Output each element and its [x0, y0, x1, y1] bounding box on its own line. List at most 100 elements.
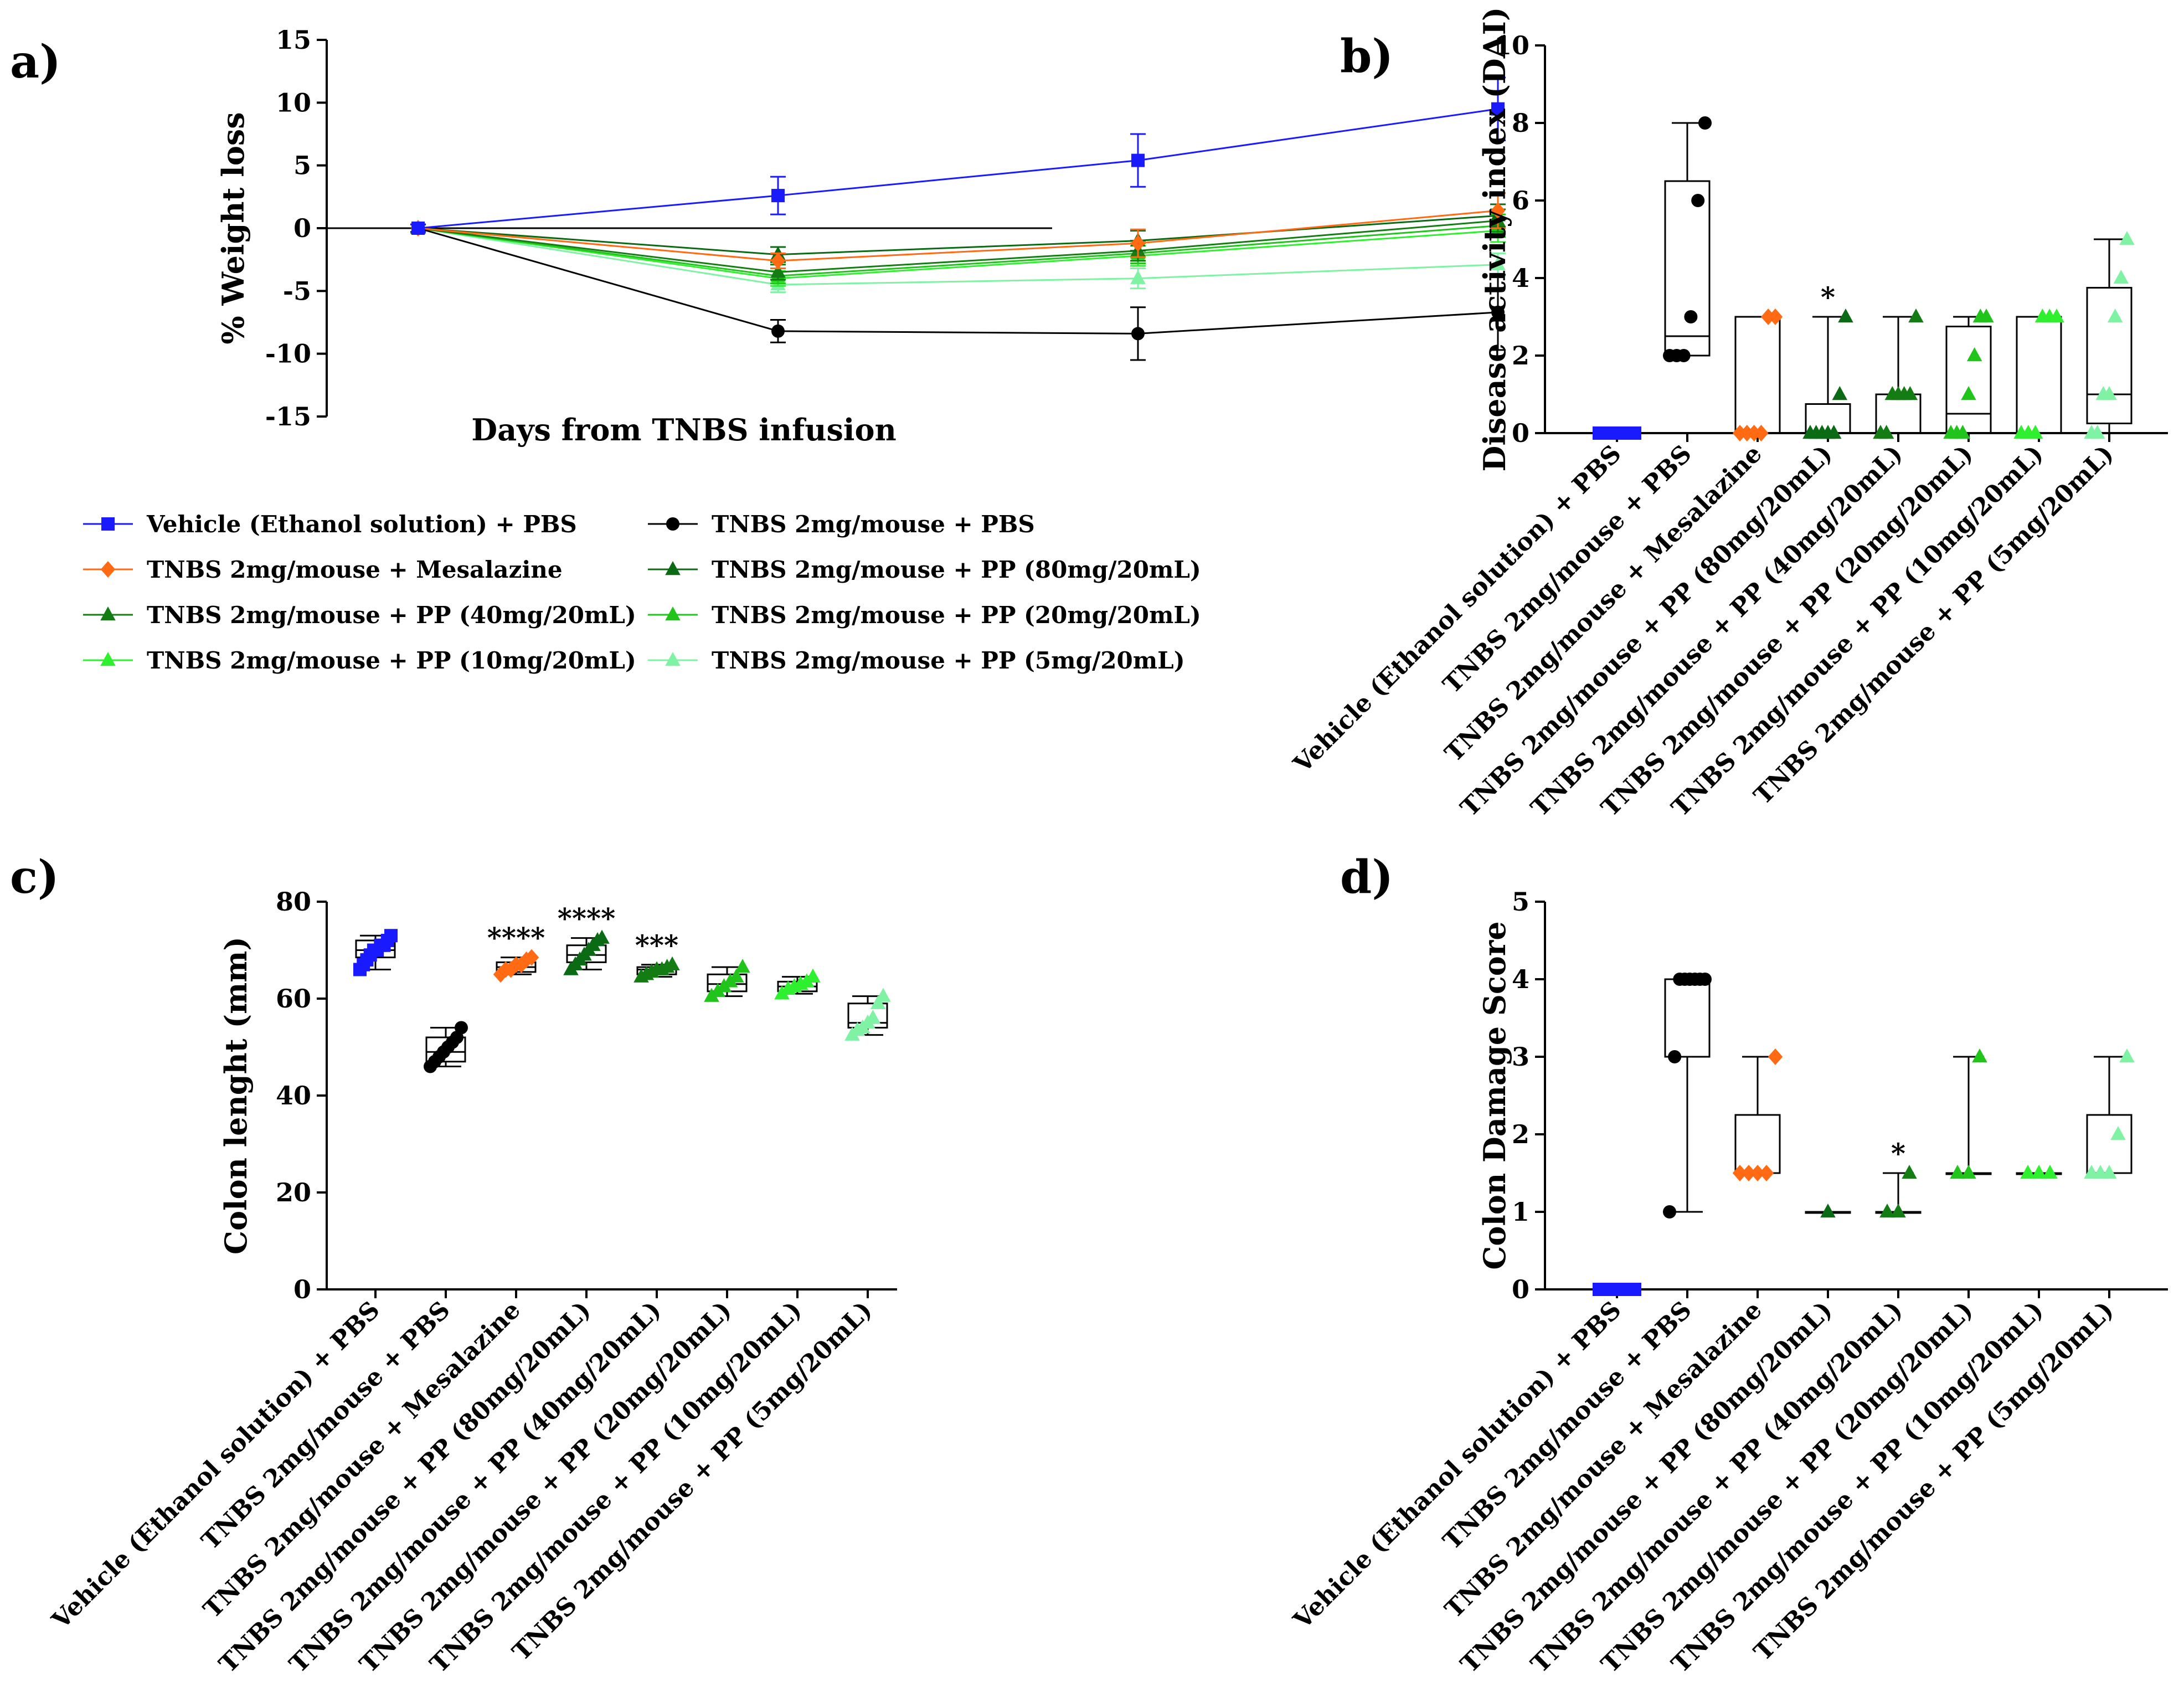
panel-c-colon-length-chart: c) 0 20 40 60 80 Colon lenght (mm) Vehicle (Eth…: [10, 851, 897, 1678]
y-tick-label: 80: [276, 887, 311, 917]
y-axis-title: Colon lenght (mm): [218, 937, 254, 1254]
legend-label: TNBS 2mg/mouse + Mesalazine: [147, 556, 563, 583]
box-point: [1754, 425, 1769, 441]
box-point: [729, 968, 744, 983]
box-point: [2027, 425, 2043, 439]
data-point: [1131, 153, 1145, 167]
box-point: [1820, 1204, 1836, 1218]
legend-label: TNBS 2mg/mouse + PP (80mg/20mL): [712, 556, 1201, 583]
x-axis-title-a: Days from TNBS infusion: [471, 412, 896, 448]
box-point: [1961, 1165, 1976, 1179]
box-iqr: [1664, 978, 1711, 1058]
series-line-5: [418, 224, 1498, 277]
data-point: [1130, 235, 1146, 252]
box-point: [2107, 309, 2123, 323]
significance-label: ****: [558, 902, 616, 935]
category-label: Vehicle (Ethanol solution) + PBS: [1288, 1296, 1627, 1635]
y-tick-label: 5: [1512, 887, 1529, 917]
data-point: [1131, 327, 1145, 341]
box-iqr: [566, 944, 607, 963]
significance-label: *: [1821, 281, 1835, 313]
box-iqr: [1664, 180, 1711, 357]
y-tick-label-a: 5: [293, 151, 311, 181]
significance-label: *: [1891, 1137, 1905, 1170]
box-point: [865, 1010, 881, 1024]
box-point: [1677, 349, 1691, 362]
box-point: [1972, 1048, 1987, 1063]
box-point: [1663, 1205, 1676, 1218]
y-axis-title-a: % Weight loss: [215, 112, 251, 344]
box-point: [1961, 386, 1976, 400]
box-point: [1684, 310, 1698, 323]
panel-a-legend: Vehicle (Ethanol solution) + PBS TNBS 2mg…: [83, 511, 1201, 674]
legend-label: Vehicle (Ethanol solution) + PBS: [146, 511, 577, 538]
legend-label: TNBS 2mg/mouse + PP (40mg/20mL): [147, 601, 636, 629]
panel-label: c): [10, 851, 59, 904]
box-point: [1698, 973, 1712, 986]
significance-label: ****: [487, 922, 545, 954]
box-iqr: [425, 1036, 466, 1063]
y-tick-label-a: 0: [293, 213, 311, 243]
y-tick-label-a: 10: [276, 88, 311, 117]
box-point: [1908, 309, 1924, 323]
y-tick-label: 10: [1494, 30, 1529, 60]
series-line-0: [418, 108, 1498, 229]
y-tick-label: 0: [293, 1274, 311, 1304]
box-point: [1879, 1204, 1895, 1218]
y-tick-label-a: -15: [265, 402, 311, 431]
box-point: [870, 995, 886, 1009]
y-tick-label: 4: [1512, 263, 1529, 293]
legend-marker: [665, 561, 681, 575]
box-point: [1768, 309, 1783, 325]
box-point: [1732, 1165, 1748, 1181]
series-line-6: [418, 227, 1498, 280]
legend-marker: [100, 652, 116, 666]
box-iqr: [1945, 326, 1992, 434]
series-line-2: [418, 209, 1498, 262]
y-axis-title: Disease activity index (DAI): [1477, 7, 1512, 472]
box-point: [1741, 1165, 1757, 1181]
box-point: [1979, 309, 1994, 323]
box-point: [2020, 1165, 2036, 1179]
box-point: [1768, 1048, 1783, 1065]
box-point: [1691, 194, 1705, 207]
legend-marker: [665, 652, 681, 666]
panel-label: b): [1340, 30, 1393, 83]
box-point: [1966, 347, 1982, 362]
y-tick-label: 3: [1512, 1042, 1529, 1072]
series-line-3: [418, 214, 1498, 256]
panel-label: d): [1340, 851, 1393, 904]
data-point: [1491, 305, 1505, 319]
box-point: [1838, 309, 1853, 323]
box-point: [1955, 425, 1971, 439]
data-point: [1490, 202, 1506, 219]
series-line-7: [418, 227, 1498, 286]
category-label: Vehicle (Ethanol solution) + PBS: [1288, 440, 1627, 779]
box-point: [805, 968, 821, 983]
box-point: [2042, 1165, 2058, 1179]
data-point: [1491, 102, 1505, 116]
legend-label: TNBS 2mg/mouse + PP (10mg/20mL): [147, 647, 636, 674]
box-point: [1759, 1165, 1774, 1181]
y-axis-title: Colon Damage Score: [1477, 921, 1512, 1269]
box-point: [1628, 426, 1641, 440]
legend-marker: [101, 517, 115, 531]
category-label: Vehicle (Ethanol solution) + PBS: [47, 1296, 385, 1635]
y-tick-label: 40: [276, 1081, 311, 1110]
box-iqr: [1875, 393, 1922, 434]
data-point: [771, 324, 785, 338]
box-point: [2089, 425, 2105, 439]
box-point: [2119, 231, 2135, 245]
box-point: [1902, 1165, 1917, 1179]
y-tick-label: 4: [1512, 964, 1529, 994]
legend-label: TNBS 2mg/mouse + PP (5mg/20mL): [712, 647, 1185, 674]
legend-marker: [665, 606, 681, 621]
box-point: [2101, 386, 2117, 400]
legend-marker: [100, 606, 116, 621]
y-tick-label: 6: [1512, 186, 1529, 215]
data-point: [1490, 256, 1506, 270]
y-tick-label: 8: [1512, 108, 1529, 138]
box-point: [1832, 386, 1848, 400]
